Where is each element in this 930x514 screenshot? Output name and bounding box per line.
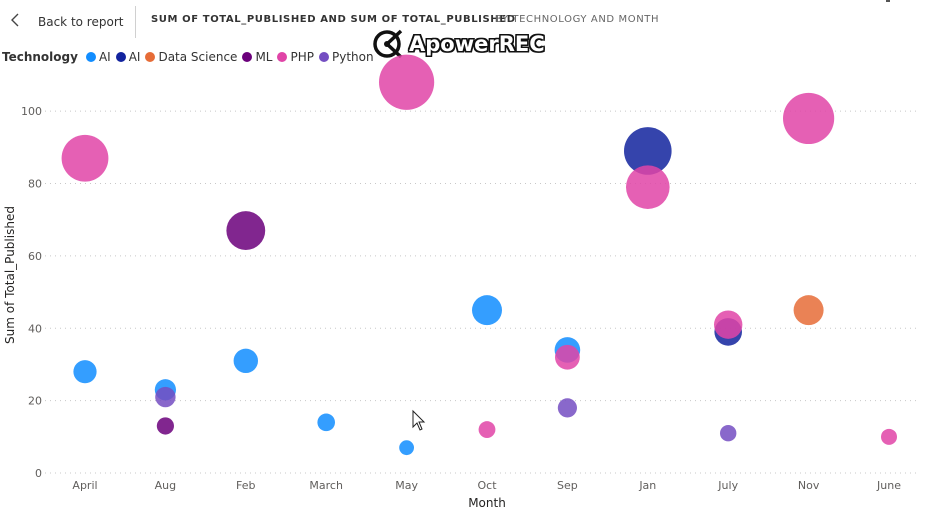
data-point <box>783 92 835 145</box>
data-point <box>478 421 496 438</box>
y-tick-label: 100 <box>21 105 42 118</box>
back-label: Back to report <box>38 15 124 29</box>
data-point <box>472 295 502 326</box>
legend-label: ML <box>255 50 273 64</box>
data-point <box>557 398 578 418</box>
back-to-report-button[interactable]: Back to report <box>8 10 123 34</box>
legend-title: Technology <box>2 50 78 64</box>
top-bar: Back to report SUM OF TOTAL_PUBLISHED AN… <box>0 0 930 42</box>
legend-marker <box>242 52 253 62</box>
x-tick-label: June <box>876 479 901 492</box>
data-point <box>555 344 580 370</box>
data-point <box>720 425 737 442</box>
y-axis-title: Sum of Total_Published <box>3 206 17 344</box>
data-point <box>73 360 97 384</box>
legend-item-3[interactable]: ML <box>242 50 272 64</box>
y-tick-label: 0 <box>35 467 42 480</box>
data-point <box>379 54 435 110</box>
legend-label: AI <box>128 50 141 64</box>
watermark: ApowerREC <box>371 27 545 61</box>
x-tick-label: July <box>717 479 738 492</box>
watermark-text: ApowerREC <box>409 32 545 56</box>
legend-item-5[interactable]: Python <box>318 50 374 64</box>
legend-label: AI <box>98 50 111 64</box>
legend-marker <box>145 52 156 62</box>
legend-marker <box>85 52 96 62</box>
legend-marker <box>277 52 288 62</box>
y-tick-label: 20 <box>28 395 42 408</box>
chart-legend: Technology AI AI Data Science ML PHP Python <box>2 48 379 66</box>
apowerrec-logo-icon <box>373 29 403 59</box>
header-divider <box>135 6 136 38</box>
legend-item-4[interactable]: PHP <box>277 50 314 64</box>
legend-marker <box>318 52 329 62</box>
data-point <box>881 428 897 445</box>
legend-label: PHP <box>290 50 314 64</box>
x-tick-label: March <box>309 479 343 492</box>
data-point <box>626 165 670 209</box>
data-point <box>793 295 824 326</box>
data-point <box>156 417 174 435</box>
data-point <box>317 413 336 432</box>
x-tick-label: Nov <box>798 479 820 492</box>
x-tick-label: Oct <box>477 479 497 492</box>
data-point <box>624 127 672 175</box>
legend-label: Python <box>331 50 374 64</box>
data-point <box>61 134 109 182</box>
x-tick-label: Sep <box>557 479 578 492</box>
x-tick-label: May <box>395 479 418 492</box>
data-point <box>226 211 266 250</box>
y-tick-label: 60 <box>28 250 42 263</box>
data-point <box>714 310 743 339</box>
x-tick-label: Aug <box>155 479 176 492</box>
y-tick-label: 40 <box>28 322 42 335</box>
x-tick-label: Jan <box>638 479 656 492</box>
data-point <box>155 386 176 408</box>
visual-subtitle: BY TECHNOLOGY AND MONTH <box>495 14 660 25</box>
legend-label: Data Science <box>158 50 238 64</box>
more-options-icon[interactable] <box>886 0 890 2</box>
data-point <box>233 348 258 374</box>
x-tick-label: April <box>72 479 97 492</box>
chevron-left-icon <box>8 12 24 32</box>
legend-item-1[interactable]: AI <box>115 50 141 64</box>
x-tick-label: Feb <box>236 479 255 492</box>
mouse-cursor-icon <box>412 409 426 431</box>
y-tick-label: 80 <box>28 178 42 191</box>
legend-item-2[interactable]: Data Science <box>145 50 237 64</box>
data-point <box>399 440 414 456</box>
visual-title: SUM OF TOTAL_PUBLISHED AND SUM OF TOTAL_… <box>151 14 516 25</box>
legend-item-0[interactable]: AI <box>85 50 111 64</box>
x-axis-title: Month <box>468 496 506 510</box>
legend-marker <box>115 52 126 62</box>
